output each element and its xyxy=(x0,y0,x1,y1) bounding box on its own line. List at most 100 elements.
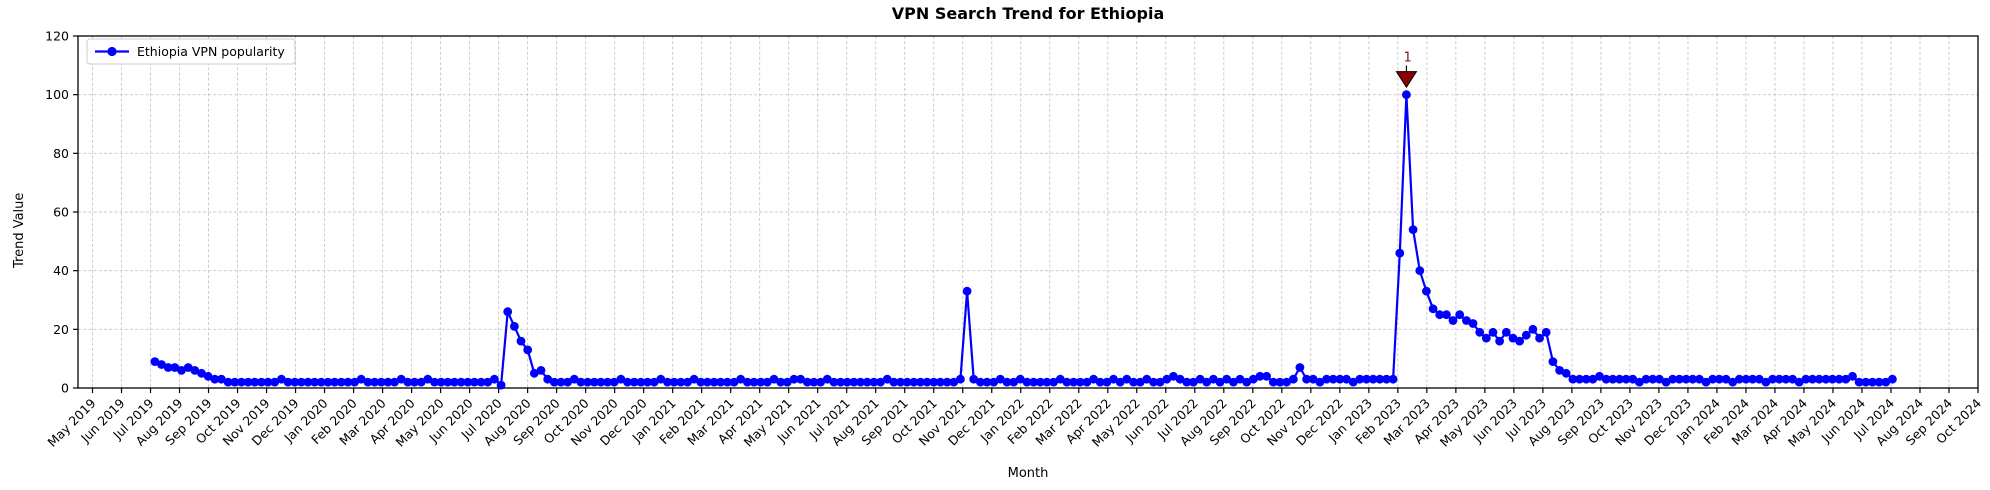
data-point-marker xyxy=(1388,374,1398,384)
data-point-marker xyxy=(1062,377,1072,387)
data-point-marker xyxy=(976,377,985,387)
data-point-marker xyxy=(603,377,612,387)
y-axis-tick-label: 80 xyxy=(53,146,69,161)
data-point-marker xyxy=(197,368,206,378)
data-point-marker xyxy=(1348,377,1358,387)
data-point-marker xyxy=(649,377,659,387)
data-point-marker xyxy=(1415,266,1425,276)
data-point-marker xyxy=(1748,374,1757,384)
data-point-marker xyxy=(1248,374,1258,384)
data-point-marker xyxy=(1235,374,1245,384)
data-point-marker xyxy=(1435,310,1445,320)
data-point-marker xyxy=(1029,377,1038,387)
data-point-marker xyxy=(569,374,579,384)
data-point-marker xyxy=(829,377,839,387)
data-point-marker xyxy=(296,377,306,387)
data-point-marker xyxy=(1382,374,1391,384)
data-point-marker xyxy=(430,377,439,387)
data-point-marker xyxy=(1368,374,1378,384)
data-point-marker xyxy=(1808,374,1817,384)
data-point-marker xyxy=(876,377,885,387)
data-point-marker xyxy=(1222,374,1232,384)
data-point-marker xyxy=(1295,363,1305,372)
data-point-marker xyxy=(1828,374,1837,384)
data-point-marker xyxy=(583,377,592,387)
data-point-marker xyxy=(929,377,939,387)
data-point-marker xyxy=(576,377,586,387)
data-point-marker xyxy=(217,374,226,384)
data-point-marker xyxy=(323,377,333,387)
data-point-marker xyxy=(496,380,506,390)
data-point-marker xyxy=(157,360,166,369)
data-point-marker xyxy=(483,377,493,387)
y-axis-tick-label: 60 xyxy=(53,205,69,220)
data-point-marker xyxy=(709,377,719,387)
data-point-marker xyxy=(816,377,825,387)
data-point-marker xyxy=(689,374,699,384)
data-point-marker xyxy=(789,374,799,384)
trend-line xyxy=(154,93,1893,387)
data-point-marker xyxy=(543,374,553,384)
data-point-marker xyxy=(470,377,479,387)
data-point-marker xyxy=(183,363,193,372)
data-point-marker xyxy=(1834,374,1844,384)
data-point-marker xyxy=(1888,374,1897,384)
data-point-marker xyxy=(1049,377,1058,387)
data-point-marker xyxy=(1395,248,1405,258)
data-point-marker xyxy=(909,377,919,387)
data-point-marker xyxy=(736,374,746,384)
data-point-marker xyxy=(1209,374,1218,384)
data-point-marker xyxy=(749,377,759,387)
data-point-marker xyxy=(1881,377,1891,387)
data-point-marker xyxy=(936,377,945,387)
y-axis-tick-label: 0 xyxy=(61,381,69,396)
data-point-marker xyxy=(723,377,732,387)
data-point-marker xyxy=(1308,374,1318,384)
data-point-marker xyxy=(1774,374,1784,384)
data-point-marker xyxy=(1675,374,1684,384)
data-point-marker xyxy=(989,377,999,387)
data-point-marker xyxy=(1621,374,1631,384)
data-point-marker xyxy=(856,377,865,387)
data-point-marker xyxy=(376,377,386,387)
data-point-marker xyxy=(1648,374,1658,384)
data-point-marker xyxy=(350,377,359,387)
data-point-marker xyxy=(1115,377,1125,387)
data-point-marker xyxy=(170,363,180,372)
data-point-marker xyxy=(703,377,712,387)
data-point-marker xyxy=(443,377,453,387)
data-point-marker xyxy=(589,377,599,387)
data-point-marker xyxy=(1442,310,1451,320)
data-point-marker xyxy=(1468,319,1478,328)
data-point-marker xyxy=(1082,377,1092,387)
data-point-marker xyxy=(995,374,1005,384)
data-point-marker xyxy=(1462,316,1471,325)
data-point-marker xyxy=(896,377,905,387)
data-point-marker xyxy=(410,377,419,387)
y-axis-tick-label: 20 xyxy=(53,322,69,337)
data-point-marker xyxy=(257,377,266,387)
y-axis-tick-label: 100 xyxy=(45,87,69,102)
data-point-marker xyxy=(1202,377,1212,387)
data-point-marker xyxy=(1874,377,1884,387)
data-point-marker xyxy=(1149,377,1158,387)
chart-title: VPN Search Trend for Ethiopia xyxy=(891,4,1165,23)
data-point-marker xyxy=(782,377,792,387)
data-point-marker xyxy=(1335,374,1345,384)
data-point-marker xyxy=(882,374,892,384)
data-point-marker xyxy=(456,377,466,387)
data-point-marker xyxy=(150,357,160,366)
data-point-marker xyxy=(237,377,246,387)
trend-line-series xyxy=(150,90,1897,390)
data-point-marker xyxy=(210,374,220,384)
peak-annotation-label: 1 xyxy=(1403,50,1411,66)
data-point-marker xyxy=(656,374,666,384)
grid-lines xyxy=(78,35,1979,389)
data-point-marker xyxy=(1541,327,1551,337)
data-point-marker xyxy=(1182,377,1192,387)
data-point-marker xyxy=(356,374,366,384)
data-point-marker xyxy=(616,374,626,384)
data-point-marker xyxy=(842,377,852,387)
data-point-marker xyxy=(1555,366,1564,375)
data-point-marker xyxy=(1015,374,1025,384)
